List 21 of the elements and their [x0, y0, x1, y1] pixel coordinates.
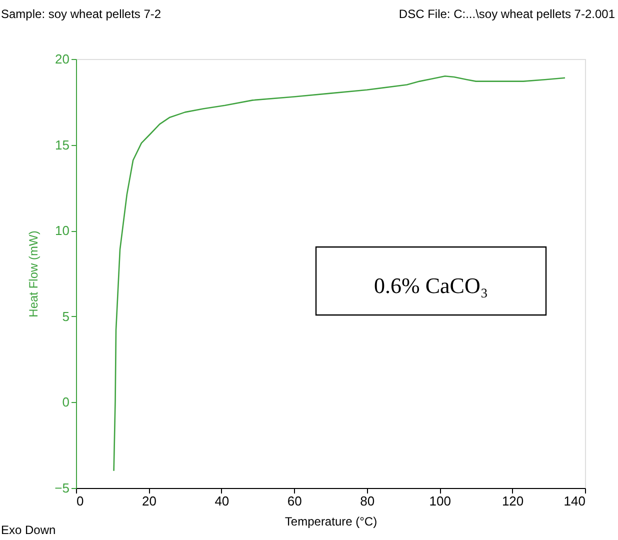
text: Exo Down: [1, 523, 56, 537]
y-tick-label: −5: [54, 480, 70, 496]
y-tick-label: 10: [55, 223, 70, 238]
text: Sample: soy wheat pellets 7-2: [1, 7, 162, 21]
y-axis-title: Heat Flow (mW): [26, 230, 41, 318]
y-tick-label: 20: [55, 52, 70, 66]
text: DSC File: C:...\soy wheat pellets 7-2.001: [398, 7, 616, 21]
y-tick-label: 15: [55, 137, 70, 152]
x-tick-label: 140: [564, 494, 586, 508]
line-series: [113, 76, 566, 472]
y-tick-label: 0: [62, 394, 70, 410]
x-tick-label: 120: [502, 494, 524, 508]
x-tick-label: 0: [76, 494, 84, 508]
x-tick-label: 60: [287, 494, 302, 508]
x-tick-label: 20: [142, 494, 156, 508]
x-tick-label: 40: [214, 494, 230, 508]
x-axis-title: Temperature (°C): [284, 514, 378, 528]
x-tick-label: 100: [429, 494, 451, 508]
y-tick-label: 5: [62, 308, 70, 324]
x-tick-label: 80: [360, 494, 375, 508]
annotation: 0.6% CaCO₃: [374, 273, 488, 298]
